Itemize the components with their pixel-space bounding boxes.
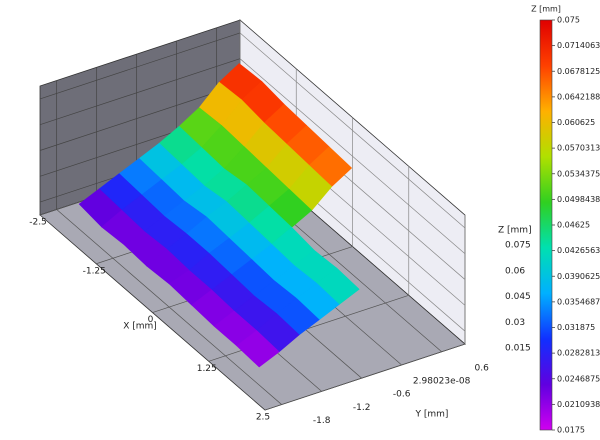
x-tick-label: -2.5 — [29, 218, 47, 228]
colorbar-tick-label: 0.0498438 — [557, 195, 600, 204]
z-tick-label: 0.06 — [505, 266, 525, 276]
y-tick-label: 0.6 — [475, 363, 490, 373]
labels: X [mm] Y [mm] Z [mm] Z [mm] -2.5 -1.25 0 1.… — [29, 5, 561, 427]
colorbar-tick-label: 0.0354687 — [557, 297, 600, 306]
colorbar-tick-label: 0.0714063 — [557, 41, 600, 50]
colorbar-tick-label: 0.0210938 — [557, 400, 600, 409]
x-tick-label: 2.5 — [256, 413, 270, 423]
grid-line — [39, 32, 241, 100]
colorbar-tick-label: 0.075 — [557, 16, 580, 25]
z-tick-label: 0.075 — [505, 240, 531, 250]
grid-line — [39, 84, 241, 151]
colorbar-tick-label: 0.0282813 — [557, 349, 600, 358]
colorbar-label: Z [mm] — [531, 5, 561, 14]
colorbar-tick-label: 0.0570313 — [557, 144, 600, 153]
colorbar-tick-label: 0.0534375 — [557, 169, 600, 178]
grid-line — [264, 343, 466, 411]
colorbar — [539, 19, 553, 431]
y-tick-label: 2.98023e-08 — [413, 376, 471, 386]
z-tick-label: 0.03 — [505, 318, 525, 328]
y-tick-label: -0.6 — [393, 390, 411, 400]
colorbar-tick-label: 0.0175 — [557, 426, 585, 435]
grid-line — [56, 209, 282, 405]
z-tick-label: 0.015 — [505, 344, 531, 354]
z-axis-label: Z [mm] — [498, 226, 532, 236]
surface-cell — [236, 330, 280, 368]
colorbar-tick-label: 0.0390625 — [557, 272, 600, 281]
colorbar-tick-label: 0.0426563 — [557, 246, 600, 255]
colorbar-tick-label: 0.0678125 — [557, 67, 600, 76]
x-tick-label: 1.25 — [197, 364, 217, 374]
grid-line — [239, 32, 466, 229]
surface — [78, 63, 360, 368]
y-tick-label: -1.8 — [313, 416, 331, 426]
x-tick-label: 0 — [148, 315, 154, 325]
colorbar-tick-label: 0.060625 — [557, 118, 595, 127]
z-tick-label: 0.045 — [505, 292, 531, 302]
colorbar-tick-label: 0.04625 — [557, 221, 590, 230]
y-tick-label: -1.2 — [353, 403, 371, 413]
grid-line — [39, 58, 241, 126]
y-axis-label: Y [mm] — [415, 410, 449, 420]
grid-line — [239, 58, 466, 255]
colorbar-tick-label: 0.0246875 — [557, 374, 600, 383]
colorbar-tick-label: 0.031875 — [557, 323, 595, 332]
x-axis-label: X [mm] — [123, 322, 157, 332]
x-tick-label: -1.25 — [83, 266, 106, 276]
colorbar-tick-label: 0.0642188 — [557, 92, 600, 101]
